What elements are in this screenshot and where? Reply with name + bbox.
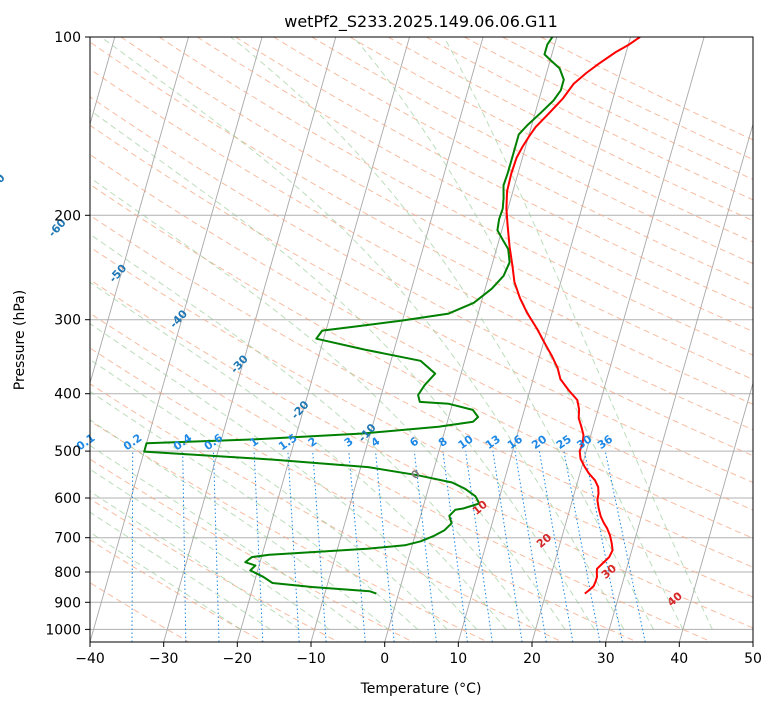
- x-tick-label: 0: [380, 651, 389, 667]
- chart-title: wetPf2_S233.2025.149.06.06.G11: [284, 12, 558, 32]
- y-tick-label: 700: [54, 531, 81, 547]
- y-tick-label: 400: [54, 387, 81, 403]
- y-tick-label: 500: [54, 444, 81, 460]
- x-tick-label: −30: [149, 651, 179, 667]
- y-tick-label: 1000: [45, 622, 81, 638]
- y-tick-label: 200: [54, 208, 81, 224]
- y-tick-label: 600: [54, 491, 81, 507]
- y-tick-label: 300: [54, 313, 81, 329]
- y-axis-label: Pressure (hPa): [12, 290, 28, 390]
- y-tick-label: 900: [54, 595, 81, 611]
- x-tick-label: 50: [744, 651, 762, 667]
- x-tick-label: −10: [296, 651, 326, 667]
- y-tick-label: 800: [54, 565, 81, 581]
- x-tick-label: 20: [523, 651, 541, 667]
- x-tick-label: −40: [75, 651, 105, 667]
- x-tick-label: −20: [223, 651, 253, 667]
- x-tick-label: 30: [597, 651, 615, 667]
- x-tick-label: 10: [449, 651, 467, 667]
- x-axis-label: Temperature (°C): [360, 681, 482, 697]
- x-tick-label: 40: [670, 651, 688, 667]
- y-tick-label: 100: [54, 30, 81, 46]
